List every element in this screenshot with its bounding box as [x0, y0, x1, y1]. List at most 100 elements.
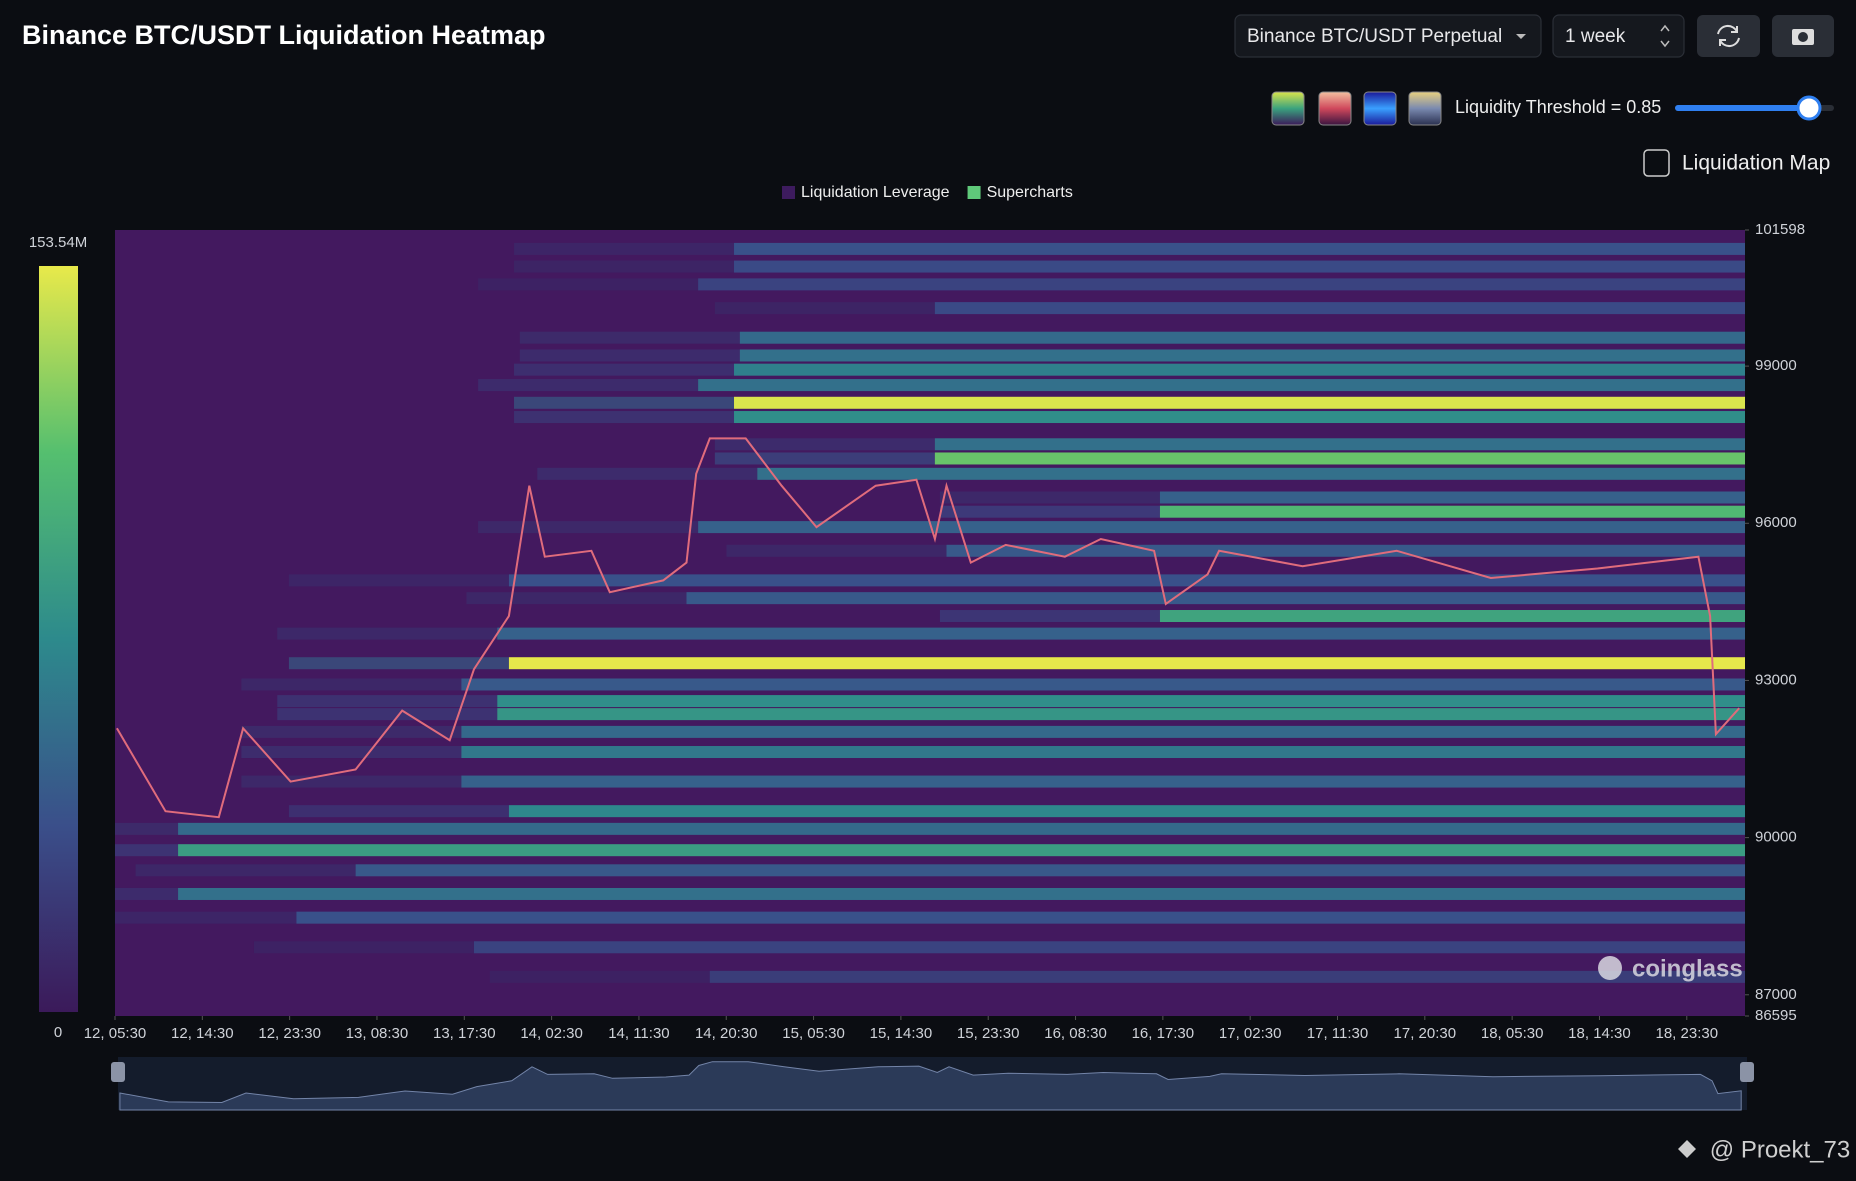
- liquidation-band: [508, 805, 1746, 818]
- band-fade: [478, 521, 699, 534]
- refresh-icon: [1717, 24, 1740, 48]
- spinner: [1660, 24, 1670, 48]
- liquidation-band: [1159, 505, 1745, 518]
- liquidation-band: [461, 725, 1745, 738]
- y-tick-label: 86595: [1755, 1007, 1797, 1024]
- band-fade: [514, 242, 735, 255]
- band-fade: [241, 746, 462, 759]
- x-tick-label: 12, 05:30: [84, 1025, 147, 1042]
- colorbar-label: 0: [54, 1024, 62, 1041]
- liquidation-band: [508, 574, 1746, 587]
- liquidation-band: [178, 822, 1746, 835]
- credit: @ Proekt_73: [1710, 1136, 1850, 1163]
- band-fade: [288, 805, 509, 818]
- band-fade: [519, 349, 740, 362]
- liquidation-band: [497, 695, 1745, 708]
- band-fade: [288, 574, 509, 587]
- refresh-button[interactable]: [1697, 15, 1760, 57]
- x-tick-label: 18, 23:30: [1656, 1025, 1719, 1042]
- legend-swatch: [782, 186, 795, 199]
- liquidation-band: [686, 592, 1745, 605]
- map-toggle-label: Liquidation Map: [1682, 152, 1830, 175]
- liquidation-band: [946, 544, 1745, 557]
- liquidation-band: [355, 864, 1746, 877]
- y-tick-label: 96000: [1755, 514, 1797, 531]
- map-checkbox[interactable]: [1643, 149, 1670, 177]
- band-fade: [478, 278, 699, 291]
- band-fade: [288, 657, 509, 670]
- x-tick-label: 17, 02:30: [1219, 1025, 1282, 1042]
- page-title: Binance BTC/USDT Liquidation Heatmap: [22, 20, 546, 50]
- liquidation-band: [734, 260, 1745, 273]
- x-tick-label: 18, 05:30: [1481, 1025, 1544, 1042]
- caret: [1516, 34, 1526, 39]
- x-tick-label: 13, 08:30: [346, 1025, 409, 1042]
- band-fade: [939, 610, 1160, 623]
- navigator-handle[interactable]: [111, 1062, 125, 1082]
- slider-knob[interactable]: [1796, 95, 1822, 121]
- liquidation-band: [734, 242, 1745, 255]
- pair-select[interactable]: [1234, 14, 1542, 58]
- band-fade: [466, 592, 687, 605]
- liquidation-band: [296, 911, 1745, 924]
- band-fade: [277, 708, 498, 721]
- legend-label: Supercharts: [987, 184, 1073, 201]
- period-select[interactable]: [1552, 14, 1685, 58]
- liquidation-band: [709, 970, 1745, 983]
- liquidation-band: [497, 708, 1745, 721]
- palette-swatch[interactable]: [1318, 91, 1352, 126]
- liquidation-band: [934, 438, 1745, 451]
- y-tick-label: 101598: [1755, 221, 1805, 238]
- palette-swatch[interactable]: [1408, 91, 1442, 126]
- x-tick-label: 15, 05:30: [782, 1025, 845, 1042]
- band-fade: [241, 775, 462, 788]
- band-fade: [478, 379, 699, 392]
- band-fade: [514, 411, 735, 424]
- liquidation-band: [739, 349, 1745, 362]
- y-tick-label: 99000: [1755, 357, 1797, 374]
- band-fade: [241, 678, 462, 691]
- liquidation-band: [1159, 610, 1745, 623]
- liquidation-band: [698, 278, 1746, 291]
- threshold-label: Liquidity Threshold = 0.85: [1455, 97, 1661, 117]
- liquidation-band: [934, 302, 1745, 315]
- band-fade: [277, 695, 498, 708]
- liquidation-band: [698, 521, 1746, 534]
- band-fade: [726, 544, 947, 557]
- band-fade: [115, 822, 179, 835]
- liquidation-band: [739, 331, 1745, 344]
- band-fade: [514, 396, 735, 409]
- x-tick-label: 15, 14:30: [870, 1025, 933, 1042]
- x-tick-label: 18, 14:30: [1568, 1025, 1631, 1042]
- band-fade: [519, 331, 740, 344]
- pair-label: Binance BTC/USDT Perpetual: [1247, 26, 1502, 47]
- palette-swatch[interactable]: [1271, 91, 1305, 126]
- liquidation-band: [178, 887, 1746, 900]
- band-fade: [537, 467, 758, 480]
- x-tick-label: 15, 23:30: [957, 1025, 1020, 1042]
- palette-swatch[interactable]: [1363, 91, 1397, 126]
- x-tick-label: 17, 20:30: [1394, 1025, 1457, 1042]
- y-tick-label: 87000: [1755, 986, 1797, 1003]
- x-tick-label: 14, 02:30: [520, 1025, 583, 1042]
- period-label: 1 week: [1565, 26, 1626, 47]
- band-fade: [489, 970, 710, 983]
- band-fade: [714, 438, 935, 451]
- x-tick-label: 17, 11:30: [1307, 1025, 1368, 1042]
- watermark-logo: [1598, 956, 1622, 980]
- band-fade: [514, 363, 735, 376]
- x-tick-label: 12, 23:30: [258, 1025, 321, 1042]
- liquidation-band: [178, 844, 1746, 857]
- liquidation-band: [698, 379, 1746, 392]
- credit-logo: [1678, 1140, 1696, 1158]
- liquidation-band: [461, 746, 1745, 759]
- liquidation-band: [461, 775, 1745, 788]
- x-tick-label: 13, 17:30: [433, 1025, 496, 1042]
- band-fade: [514, 260, 735, 273]
- liquidation-band: [734, 411, 1745, 424]
- liquidation-band: [1159, 491, 1745, 504]
- legend-label: Liquidation Leverage: [801, 184, 950, 201]
- navigator-handle[interactable]: [1740, 1062, 1754, 1082]
- band-fade: [115, 911, 297, 924]
